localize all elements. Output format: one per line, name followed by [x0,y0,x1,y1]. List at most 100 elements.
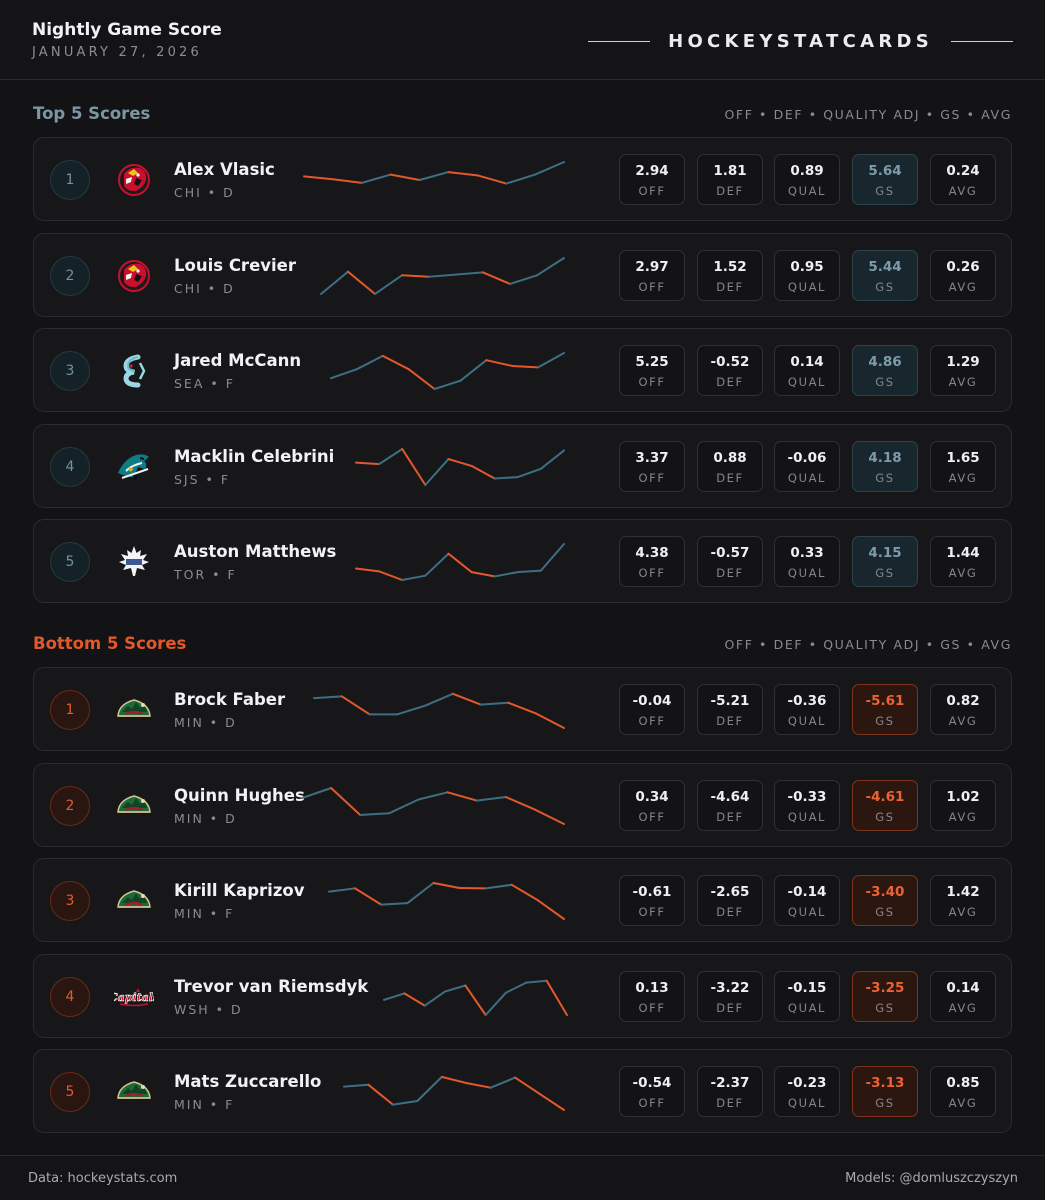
rank-badge: 2 [50,785,90,826]
player-team-position: WSH • D [174,1001,243,1017]
trend-segment [514,1076,541,1096]
stat-qual: -0.33 QUAL [774,779,840,831]
trend-segment [444,984,467,993]
player-name: Auston Matthews [174,542,337,562]
stat-qual-value: -0.33 [787,788,827,805]
trend-segment [423,990,446,1007]
trend-segment [403,992,426,1007]
player-team-position: MIN • D [174,715,237,730]
stat-def-value: -5.21 [710,693,750,709]
stat-off-label: OFF [638,566,666,581]
trend-segment [539,449,565,470]
stat-qual-value: -0.15 [787,979,827,996]
trend-segment [489,1076,517,1090]
header: Nightly Game Score JANUARY 27, 2026 HOCK… [0,0,1045,80]
trend-segment [330,786,362,816]
stat-def-label: DEF [716,279,744,294]
trend-segment [354,887,383,906]
stat-avg-label: AVG [948,714,978,728]
stat-avg-value: 1.29 [946,354,980,371]
player-name: Jared McCann [174,351,302,371]
stat-gs-value: 5.44 [868,258,902,275]
player-name: Quinn Hughes [174,785,305,805]
stat-qual-label: QUAL [787,1000,827,1015]
stat-def: -5.21 DEF [697,684,763,735]
trend-segment [459,359,488,382]
stat-qual-value: -0.14 [787,884,827,901]
player-team-position: SJS • F [174,471,231,487]
stat-avg-label: AVG [948,184,978,198]
stat-gs-label: GS [875,470,895,485]
stat-qual-label: QUAL [787,184,827,198]
stat-def-label: DEF [716,714,744,728]
player-name: Brock Faber [174,690,286,709]
rank-badge: 1 [50,690,90,730]
stat-gs-label: GS [875,1000,895,1015]
stat-avg: 1.42 AVG [930,875,996,927]
stat-off-label: OFF [638,809,666,824]
stat-off-value: 2.94 [635,163,669,179]
trend-segment [482,270,511,285]
player-card-top-2: 2 Louis Crevier CHI • D 2.97 OFF 1.52 DEF 0.… [33,232,1012,317]
stat-gs-label: GS [875,184,895,198]
stat-def: -2.37 DEF [697,1066,763,1118]
page-title: Nightly Game Score [32,20,222,40]
stat-avg-label: AVG [948,905,978,920]
stat-avg-label: AVG [948,470,978,485]
stat-avg-value: 0.26 [946,258,980,275]
stat-gs-label: GS [875,279,895,294]
trend-segment [536,256,565,276]
trend-segment [507,701,538,715]
stat-gs: -3.25 GS [852,970,918,1022]
stat-gs: 5.64 GS [852,154,918,205]
trend-segment [484,883,513,890]
stat-off-value: 2.97 [635,258,669,275]
trend-segment [355,567,381,573]
trend-segment [433,379,462,391]
player-card-bottom-5: 5 Mats Zuccarello MIN • F -0.54 OFF -2.37 D… [33,1049,1012,1134]
stat-gs: 5.44 GS [852,249,918,301]
stat-gs-value: -4.61 [865,788,905,805]
stat-avg: 0.85 AVG [930,1066,996,1118]
trend-segment [525,979,548,984]
trend-segment [475,795,507,802]
trend-segment [424,553,450,578]
stat-gs: -4.61 GS [852,779,918,831]
trend-segment [378,570,404,582]
stat-qual-value: -0.36 [787,693,827,709]
trend-segment [470,464,496,480]
stat-off: 2.94 OFF [619,154,685,205]
stat-def-value: -4.64 [710,788,750,805]
stat-qual-label: QUAL [787,470,827,485]
stat-avg: 0.14 AVG [930,970,996,1022]
stat-gs: -3.13 GS [852,1066,918,1118]
stat-off: 4.38 OFF [619,536,685,588]
stat-off-label: OFF [638,905,666,920]
stat-def: -2.65 DEF [697,875,763,927]
trend-segment [493,475,519,480]
trend-segment [511,365,540,369]
trend-segment [359,811,391,816]
stat-def-value: 1.81 [713,163,747,179]
trend-segment [401,273,430,278]
rank-badge: 3 [50,881,90,922]
trend-segment [389,173,421,181]
trend-segment [406,882,435,905]
stat-avg-value: 0.82 [946,693,980,709]
stat-avg-label: AVG [948,1000,978,1015]
trend-segment [516,570,542,574]
stat-qual: -0.36 QUAL [774,684,840,735]
trend-segment [424,692,454,707]
bottom-section-header: Bottom 5 Scores OFF • DEF • QUALITY ADJ … [33,632,1012,656]
stat-off-value: -0.61 [632,884,672,901]
stat-avg-label: AVG [948,279,978,294]
stat-avg-label: AVG [948,375,978,390]
player-card-top-3: 3 Jared McCann SEA • F 5.25 OFF -0.52 DEF 0.… [33,328,1012,413]
stat-gs-label: GS [875,566,895,581]
rank-badge: 2 [50,255,90,296]
stat-qual-value: 0.89 [790,163,824,179]
trend-segment [303,175,334,181]
stat-def-value: -3.22 [710,979,750,996]
stat-def-label: DEF [716,1096,744,1111]
player-card-bottom-3: 3 Kirill Kaprizov MIN • F -0.61 OFF -2.65 D… [33,858,1012,943]
